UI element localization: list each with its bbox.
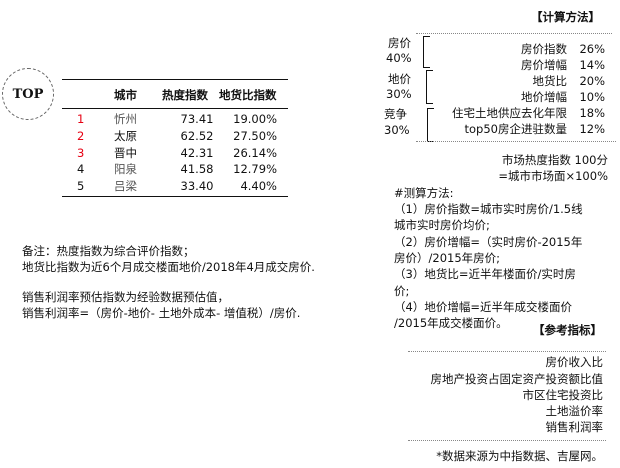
reference-item: 市区住宅投资比 [522,388,604,402]
rank: 3 [77,146,85,160]
table-row: 4 阳泉 41.58 12.79% [62,161,288,178]
top-badge: TOP [2,68,54,120]
table-row: 3 晋中 42.31 26.14% [62,145,288,162]
group-name: 房价 [388,36,411,50]
bracket [426,70,433,104]
calc-line: （3）地货比=近半年楼面价/实时房 [394,267,576,281]
reference-item: 销售利润率 [545,420,604,434]
table-header-rule [62,108,288,109]
city: 晋中 [114,146,137,160]
land-price-ratio: 19.00% [233,112,277,126]
land-price-ratio: 26.14% [233,146,277,160]
rank: 1 [77,112,85,126]
city: 忻州 [114,112,137,126]
item-label: 房价增幅 [521,58,567,72]
group-name: 地价 [388,72,411,86]
reference-item: 房地产投资占固定资产投资额比值 [430,372,604,386]
land-price-ratio: 27.50% [233,129,277,143]
calc-line: #测算方法: [394,186,454,200]
method-item: 住宅土地供应去化年限 18% [452,105,605,121]
method-item: 地价增幅 10% [521,89,605,105]
table-row: 5 吕梁 33.40 4.40% [62,178,288,195]
rank: 4 [77,162,85,176]
item-label: 住宅土地供应去化年限 [452,106,567,120]
item-label: 房价指数 [521,42,567,56]
heat-index: 62.52 [180,129,214,143]
calc-line: （1）房价指数=城市实时房价/1.5线 [394,202,583,216]
item-label: top50房企进驻数量 [464,122,567,136]
note-line: 销售利润率=（房价-地价- 土地外成本- 增值税）/房价. [22,306,301,320]
item-pct: 12% [579,122,605,136]
rank: 2 [77,129,85,143]
divider [408,440,606,441]
reference-title: 【参考指标】 [533,323,602,337]
calc-line: 城市实时房价均价; [394,218,490,232]
bracket [423,36,430,68]
heat-index: 41.58 [180,162,214,176]
rank: 5 [77,179,85,193]
calc-line: 价; [394,284,410,298]
table-row: 1 忻州 73.41 19.00% [62,111,288,128]
city: 吕梁 [114,179,137,193]
group-weight: 40% [386,51,412,65]
group-weight: 30% [386,87,412,101]
method-title: 【计算方法】 [531,10,600,24]
calc-line: （2）房价增幅=（实时房价-2015年 [394,235,583,249]
header-city: 城市 [114,88,137,102]
note-line: 地货比指数为近6个月成交楼面地价/2018年4月成交房价. [22,260,315,274]
divider [408,351,606,352]
heat-index: 73.41 [180,112,214,126]
reference-item: 土地溢价率 [545,404,604,418]
method-item: 房价增幅 14% [521,57,605,73]
land-price-ratio: 12.79% [233,162,277,176]
calc-line: （4）地价增幅=近半年成交楼面价 [394,300,572,314]
data-source: *数据来源为中指数据、吉屋网。 [436,449,603,463]
reference-item: 房价收入比 [545,355,604,369]
heat-index: 42.31 [180,146,214,160]
header-ratio: 地货比指数 [219,88,277,102]
calc-line: 房价）/2015年房价; [394,251,501,265]
note-line: 备注：热度指数为综合评价指数； [22,244,195,258]
item-pct: 14% [579,58,605,72]
group-name: 竞争 [384,107,407,121]
table-header: 城市 热度指数 地货比指数 [62,87,288,104]
note-line: 销售利润率预估指数为经验数据预估值， [22,290,229,304]
divider [416,141,616,142]
item-pct: 18% [579,106,605,120]
item-label: 地货比 [532,74,568,88]
table-top-rule [62,79,288,80]
method-item: 房价指数 26% [521,41,605,57]
city: 太原 [114,129,137,143]
item-pct: 10% [579,90,605,104]
total-line: =城市市场面×100% [498,169,608,183]
city: 阳泉 [114,162,137,176]
table-row: 2 太原 62.52 27.50% [62,128,288,145]
item-pct: 20% [579,74,605,88]
item-label: 地价增幅 [521,90,567,104]
header-heat: 热度指数 [162,88,208,102]
divider [416,33,612,34]
item-pct: 26% [579,42,605,56]
total-line: 市场热度指数 100分 [501,153,608,167]
method-item: top50房企进驻数量 12% [465,121,605,137]
table-bottom-rule [62,196,288,197]
bracket [427,108,434,142]
calc-line: /2015年成交楼面价。 [394,316,508,330]
land-price-ratio: 4.40% [240,179,277,193]
heat-index: 33.40 [180,179,214,193]
group-weight: 30% [384,123,410,137]
method-item: 地货比 20% [533,73,606,89]
